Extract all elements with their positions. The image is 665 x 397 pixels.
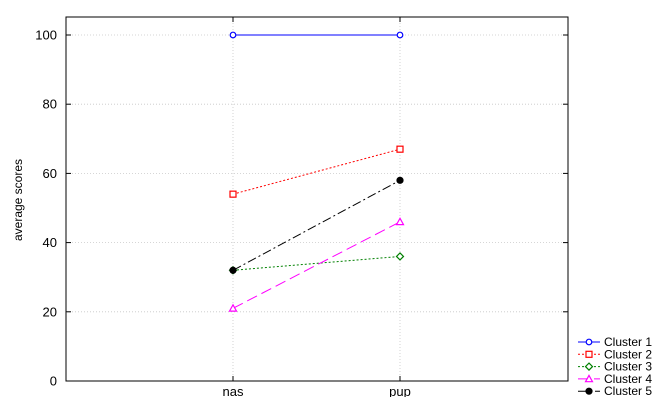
legend-label: Cluster 2 xyxy=(604,347,652,361)
y-tick-label: 0 xyxy=(50,374,57,389)
legend-marker xyxy=(585,387,593,395)
series-2 xyxy=(229,145,404,198)
grid-lines xyxy=(66,17,568,381)
y-tick-label: 60 xyxy=(43,166,57,181)
series-lines xyxy=(228,31,405,312)
y-tick-label: 20 xyxy=(43,304,57,319)
legend-item: Cluster 4 xyxy=(578,372,652,386)
series-line xyxy=(232,179,401,271)
series-5 xyxy=(229,176,404,274)
data-point xyxy=(229,190,237,198)
legend-label: Cluster 3 xyxy=(604,360,652,374)
y-tick-label: 40 xyxy=(43,235,57,250)
legend-label: Cluster 5 xyxy=(604,384,652,397)
data-point xyxy=(395,252,405,261)
y-tick-label: 80 xyxy=(43,97,57,112)
legend-label: Cluster 4 xyxy=(604,372,652,386)
data-point xyxy=(396,31,404,39)
data-point xyxy=(228,303,238,312)
x-axis-ticks: nas pup xyxy=(223,17,411,397)
series-1 xyxy=(229,31,404,39)
legend-marker xyxy=(585,338,593,346)
data-point xyxy=(396,145,404,153)
legend-item: Cluster 5 xyxy=(578,384,652,397)
legend-item: Cluster 3 xyxy=(578,360,652,374)
y-tick-label: 100 xyxy=(35,28,57,43)
data-point xyxy=(395,217,405,226)
series-4 xyxy=(228,217,405,312)
legend-marker xyxy=(584,374,594,383)
x-tick-label: nas xyxy=(223,384,244,397)
legend-item: Cluster 2 xyxy=(578,347,652,361)
plot-area xyxy=(65,16,569,382)
x-tick-label: pup xyxy=(389,384,411,397)
legend-label: Cluster 1 xyxy=(604,335,652,349)
legend-item: Cluster 1 xyxy=(578,335,652,349)
data-point xyxy=(229,266,237,274)
legend-marker xyxy=(584,362,594,371)
series-line xyxy=(232,148,401,195)
data-point xyxy=(396,176,404,184)
y-axis-ticks: 0 20 40 60 80 100 xyxy=(35,28,568,389)
legend-marker xyxy=(585,350,593,358)
y-axis-title: average scores xyxy=(11,159,25,241)
data-point xyxy=(229,31,237,39)
